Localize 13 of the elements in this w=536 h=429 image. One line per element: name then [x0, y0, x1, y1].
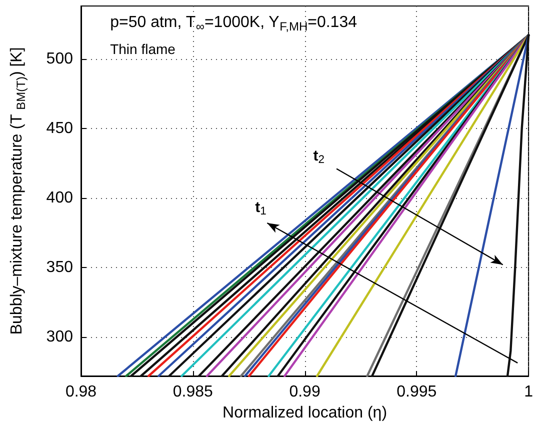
- x-tick-label: 0.995: [396, 384, 437, 400]
- annotation: Thin flame: [110, 41, 176, 58]
- y-tick-label: 300: [46, 328, 74, 346]
- x-tick-label: 1: [524, 384, 534, 400]
- y-axis-title: Bubbly–mixture temperature (T BM(T)) [K]: [8, 47, 28, 335]
- y-tick-label: 400: [46, 189, 74, 206]
- y-tick-label: 350: [46, 259, 74, 276]
- x-tick-label: 0.985: [172, 384, 214, 400]
- x-tick-label: 0.99: [289, 384, 320, 400]
- x-axis-title: Normalized location (η): [222, 404, 388, 422]
- y-tick-label: 500: [46, 50, 74, 68]
- x-tick-label: 0.98: [65, 384, 97, 400]
- y-tick-label: 450: [46, 120, 74, 137]
